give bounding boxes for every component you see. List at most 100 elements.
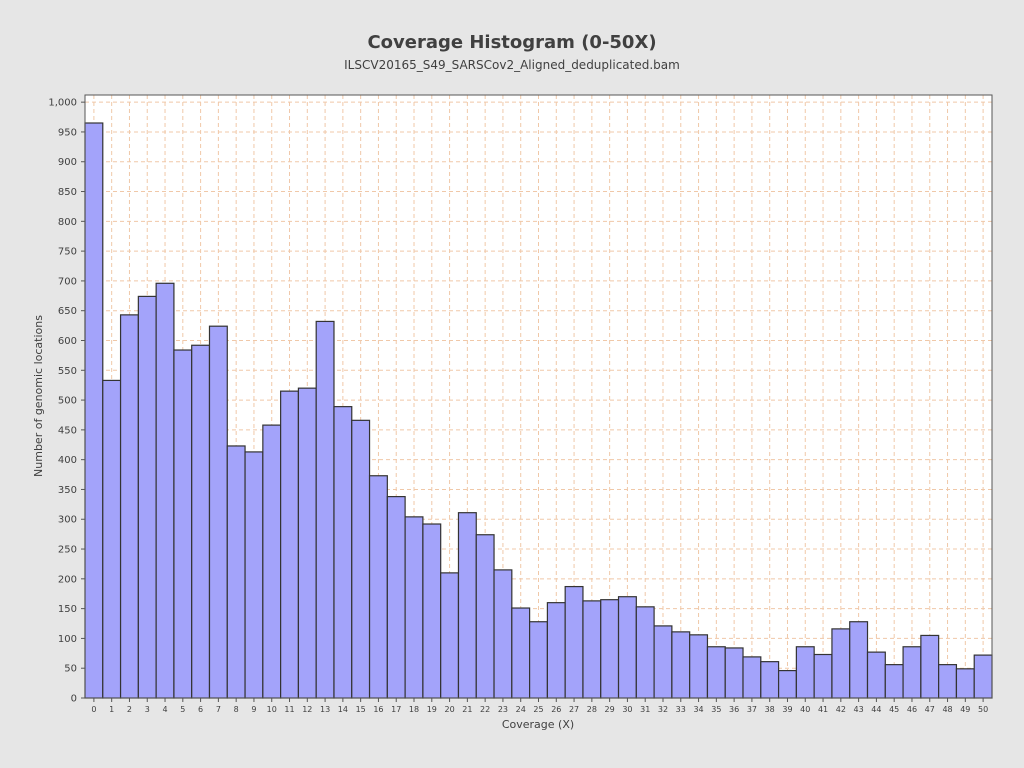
x-tick-label: 8 xyxy=(234,705,239,714)
x-tick-label: 29 xyxy=(605,705,615,714)
bar-coverage-2 xyxy=(119,314,139,699)
y-tick-label: 150 xyxy=(58,604,77,615)
y-tick-label: 300 xyxy=(58,515,77,526)
bar-coverage-35 xyxy=(706,646,726,699)
x-tick-label: 30 xyxy=(622,705,632,714)
bar-coverage-23 xyxy=(493,569,513,699)
x-tick-label: 26 xyxy=(551,705,561,714)
bar-coverage-19 xyxy=(422,523,442,699)
x-tick-label: 15 xyxy=(356,705,366,714)
bar-coverage-24 xyxy=(511,607,531,699)
x-tick-label: 36 xyxy=(729,705,739,714)
bar-coverage-42 xyxy=(831,628,851,699)
bar-coverage-31 xyxy=(635,606,655,699)
x-tick-label: 27 xyxy=(569,705,579,714)
x-tick-label: 9 xyxy=(251,705,256,714)
x-tick-label: 31 xyxy=(640,705,650,714)
bar-coverage-27 xyxy=(564,585,584,699)
bar-coverage-5 xyxy=(173,349,193,699)
bar-coverage-47 xyxy=(920,634,940,699)
y-tick-label: 200 xyxy=(58,574,77,585)
bar-coverage-37 xyxy=(742,656,762,699)
bar-coverage-20 xyxy=(440,572,460,699)
x-tick-label: 28 xyxy=(587,705,597,714)
x-tick-label: 45 xyxy=(889,705,899,714)
bar-coverage-41 xyxy=(813,653,833,699)
y-tick-label: 950 xyxy=(58,127,77,138)
x-tick-label: 25 xyxy=(533,705,543,714)
x-tick-label: 47 xyxy=(925,705,935,714)
bar-coverage-8 xyxy=(226,445,246,699)
bar-coverage-28 xyxy=(582,600,602,699)
y-tick-label: 50 xyxy=(64,664,77,675)
x-tick-label: 41 xyxy=(818,705,828,714)
x-tick-label: 0 xyxy=(91,705,96,714)
x-tick-label: 21 xyxy=(462,705,472,714)
bar-coverage-22 xyxy=(475,534,495,699)
x-tick-label: 11 xyxy=(284,705,294,714)
bar-coverage-25 xyxy=(529,621,548,699)
x-tick-label: 12 xyxy=(302,705,312,714)
bar-coverage-29 xyxy=(600,599,620,699)
bar-coverage-26 xyxy=(546,602,566,699)
bar-coverage-6 xyxy=(191,344,211,699)
bar-coverage-14 xyxy=(333,406,353,699)
bar-coverage-12 xyxy=(297,387,317,699)
x-tick-label: 22 xyxy=(480,705,490,714)
y-tick-label: 650 xyxy=(58,306,77,317)
x-tick-label: 33 xyxy=(676,705,686,714)
bar-coverage-16 xyxy=(368,475,388,699)
y-tick-label: 600 xyxy=(58,336,77,347)
bar-coverage-13 xyxy=(315,320,335,699)
x-tick-label: 7 xyxy=(216,705,221,714)
bar-coverage-36 xyxy=(724,647,744,699)
bar-coverage-46 xyxy=(902,646,922,699)
y-tick-label: 500 xyxy=(58,396,77,407)
bar-coverage-3 xyxy=(137,295,157,699)
bar-coverage-39 xyxy=(777,669,797,699)
x-tick-label: 4 xyxy=(162,705,167,714)
y-tick-label: 450 xyxy=(58,425,77,436)
x-tick-label: 34 xyxy=(693,705,703,714)
x-tick-label: 23 xyxy=(498,705,508,714)
x-tick-label: 24 xyxy=(516,705,526,714)
bar-coverage-17 xyxy=(386,496,406,699)
bar-coverage-43 xyxy=(849,621,869,699)
x-tick-label: 3 xyxy=(145,705,150,714)
x-tick-label: 35 xyxy=(711,705,721,714)
x-tick-label: 10 xyxy=(267,705,277,714)
bar-coverage-30 xyxy=(617,596,637,699)
grid-lines xyxy=(85,95,992,698)
bar-coverage-40 xyxy=(795,646,815,699)
x-tick-label: 48 xyxy=(942,705,952,714)
x-tick-label: 5 xyxy=(180,705,185,714)
bar-coverage-4 xyxy=(155,282,175,699)
bar-coverage-21 xyxy=(457,512,477,699)
bar-coverage-15 xyxy=(351,419,371,699)
x-tick-label: 20 xyxy=(444,705,454,714)
x-axis: 0 1 2 3 4 5 6 7 8 9 10 11 12 13 14 15 16 17 18 19 20 21 22 23 24… xyxy=(91,698,988,714)
y-tick-label: 350 xyxy=(58,485,77,496)
bar-coverage-18 xyxy=(404,516,424,699)
x-tick-label: 37 xyxy=(747,705,757,714)
x-tick-label: 42 xyxy=(836,705,846,714)
bar-coverage-33 xyxy=(671,631,691,699)
y-tick-label: 100 xyxy=(58,634,77,645)
y-tick-label: 750 xyxy=(58,247,77,258)
bar-coverage-45 xyxy=(884,664,904,699)
x-tick-label: 49 xyxy=(960,705,970,714)
x-tick-label: 46 xyxy=(907,705,917,714)
bar-coverage-1 xyxy=(102,379,122,699)
x-axis-label: Coverage (X) xyxy=(502,718,574,731)
x-tick-label: 17 xyxy=(391,705,401,714)
bar-coverage-9 xyxy=(244,451,264,699)
y-tick-label: 0 xyxy=(71,694,77,705)
x-tick-label: 6 xyxy=(198,705,203,714)
chart-subtitle: ILSCV20165_S49_SARSCov2_Aligned_deduplic… xyxy=(344,58,680,72)
x-tick-label: 14 xyxy=(338,705,348,714)
x-tick-label: 32 xyxy=(658,705,668,714)
bar-coverage-50 xyxy=(973,654,993,699)
bar-coverage-11 xyxy=(280,390,300,699)
y-tick-label: 1,000 xyxy=(48,98,77,109)
